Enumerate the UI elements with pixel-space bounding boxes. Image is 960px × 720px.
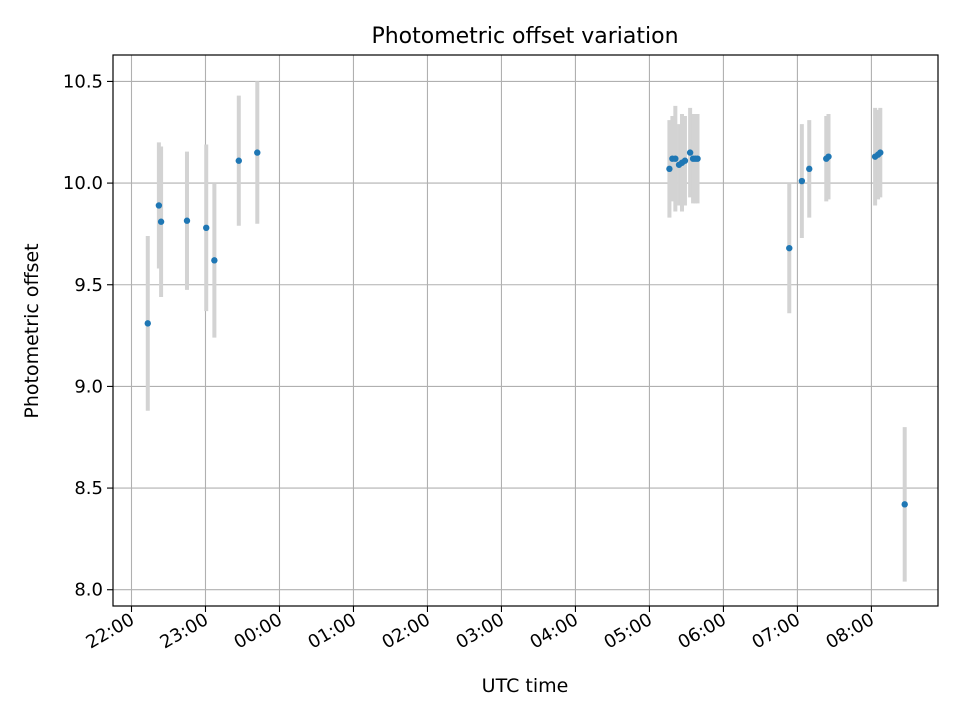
chart-title: Photometric offset variation	[371, 24, 678, 49]
data-point	[155, 202, 163, 209]
y-tick-label: 9.0	[74, 376, 103, 397]
x-tick-label: 01:00	[305, 609, 360, 653]
data-point	[786, 244, 793, 252]
data-point	[686, 149, 694, 156]
data-point	[183, 217, 191, 224]
x-tick-label: 02:00	[379, 609, 434, 653]
x-tick-label: 07:00	[748, 609, 803, 653]
x-axis-label: UTC time	[482, 675, 569, 697]
x-tick-label: 04:00	[527, 609, 582, 653]
data-point	[157, 218, 165, 225]
x-tick-label: 22:00	[83, 609, 138, 653]
data-point	[825, 153, 832, 160]
grid	[113, 55, 938, 606]
x-tick-label: 05:00	[601, 609, 656, 653]
data-point	[806, 165, 813, 173]
data-points	[144, 149, 908, 508]
data-point	[211, 257, 218, 264]
data-point	[254, 149, 261, 156]
x-tick-label: 23:00	[157, 609, 212, 653]
data-point	[144, 320, 151, 327]
x-tick-label: 03:00	[453, 609, 508, 653]
y-tick-label: 8.5	[74, 478, 103, 499]
data-point	[666, 165, 673, 173]
data-point	[798, 177, 806, 185]
data-point	[235, 157, 242, 164]
data-point	[672, 155, 679, 162]
data-point	[203, 224, 210, 232]
y-tick-label: 9.5	[74, 275, 103, 296]
data-point	[901, 501, 908, 508]
data-point	[681, 157, 689, 164]
y-tick-label: 8.0	[74, 580, 103, 601]
x-tick-label: 08:00	[822, 609, 877, 653]
data-point	[694, 155, 701, 162]
y-axis-label: Photometric offset	[21, 243, 43, 418]
y-tick-label: 10.5	[63, 71, 103, 92]
plot-frame	[112, 54, 939, 607]
x-tick-label: 00:00	[231, 609, 286, 653]
data-point	[877, 149, 884, 156]
x-tick-label: 06:00	[675, 609, 730, 653]
error-bars	[145, 81, 907, 582]
y-tick-label: 10.0	[63, 173, 103, 194]
